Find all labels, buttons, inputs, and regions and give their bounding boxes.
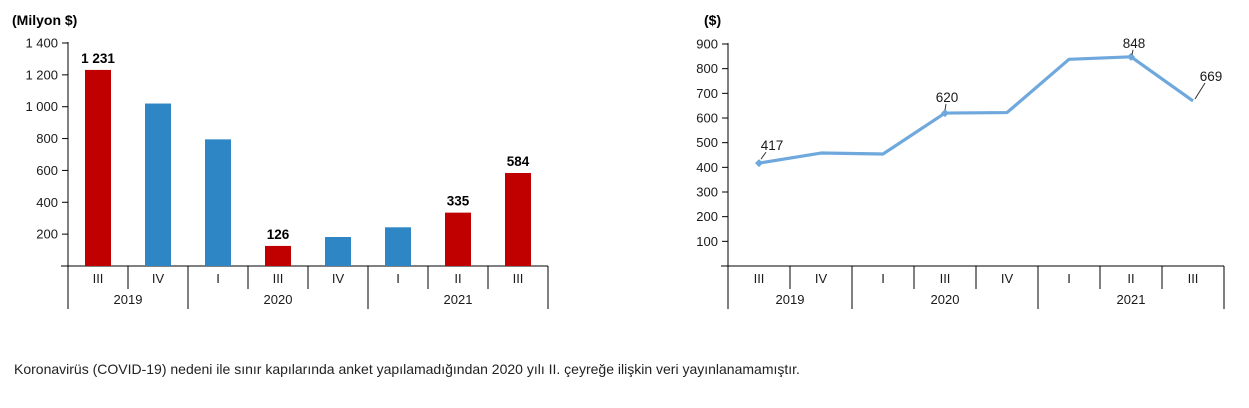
y-tick-label: 1 400: [25, 36, 58, 51]
bar-chart-unit-label: (Milyon $): [12, 12, 78, 28]
bar: [145, 103, 171, 267]
y-tick-label: 600: [36, 163, 58, 178]
year-label: 2020: [264, 292, 293, 307]
point-marker: [1127, 52, 1135, 61]
quarter-label: I: [881, 271, 885, 286]
y-tick-label: 1 200: [25, 67, 58, 82]
y-tick-label: 1 000: [25, 99, 58, 114]
year-label: 2019: [114, 292, 143, 307]
label-leader-line: [944, 103, 947, 111]
quarter-label: II: [454, 271, 461, 286]
bar-value-label: 584: [507, 154, 530, 169]
label-leader-line: [1131, 49, 1134, 55]
y-tick-label: 700: [696, 86, 718, 101]
y-tick-label: 400: [36, 195, 58, 210]
point-value-label: 620: [936, 90, 959, 105]
y-tick-label: 500: [696, 135, 718, 150]
trend-line: [758, 55, 1194, 165]
point-value-label: 669: [1200, 69, 1223, 84]
label-leader-line: [760, 151, 767, 160]
point-value-label: 848: [1123, 36, 1146, 51]
point-value-label: 417: [761, 138, 784, 153]
y-tick-label: 200: [36, 227, 58, 242]
year-label: 2021: [444, 292, 473, 307]
y-tick-label: 300: [696, 185, 718, 200]
year-label: 2020: [931, 292, 960, 307]
year-label: 2019: [776, 292, 805, 307]
quarter-label: I: [1067, 271, 1071, 286]
bar-value-label: 126: [267, 227, 290, 242]
point-marker: [755, 159, 763, 168]
quarter-label: I: [216, 271, 220, 286]
bar: [325, 237, 351, 266]
bar: [505, 172, 531, 266]
bar: [265, 245, 291, 266]
footnote: Koronavirüs (COVID-19) nedeni ile sınır …: [14, 361, 800, 377]
bar: [385, 227, 411, 266]
y-tick-label: 900: [696, 37, 718, 52]
bar: [445, 212, 471, 266]
label-leader-line: [1194, 82, 1206, 100]
quarter-label: III: [1188, 271, 1199, 286]
y-tick-label: 100: [696, 234, 718, 249]
y-tick-label: 600: [696, 111, 718, 126]
quarter-label: III: [273, 271, 284, 286]
bar-value-label: 335: [447, 194, 470, 209]
y-tick-label: 200: [696, 209, 718, 224]
quarter-label: I: [396, 271, 400, 286]
quarter-label: IV: [815, 271, 828, 286]
quarter-label: IV: [1001, 271, 1014, 286]
quarter-label: III: [513, 271, 524, 286]
y-tick-label: 400: [696, 160, 718, 175]
y-tick-label: 800: [36, 131, 58, 146]
line-chart-unit-label: ($): [704, 12, 722, 28]
bar: [85, 69, 111, 267]
quarter-label: IV: [332, 271, 345, 286]
quarter-label: II: [1127, 271, 1134, 286]
bar: [205, 139, 231, 266]
quarter-label: III: [754, 271, 765, 286]
point-marker: [941, 109, 949, 118]
y-tick-label: 800: [696, 61, 718, 76]
quarter-label: IV: [152, 271, 165, 286]
year-label: 2021: [1117, 292, 1146, 307]
quarter-label: III: [940, 271, 951, 286]
bar-value-label: 1 231: [81, 51, 115, 66]
quarter-label: III: [93, 271, 104, 286]
